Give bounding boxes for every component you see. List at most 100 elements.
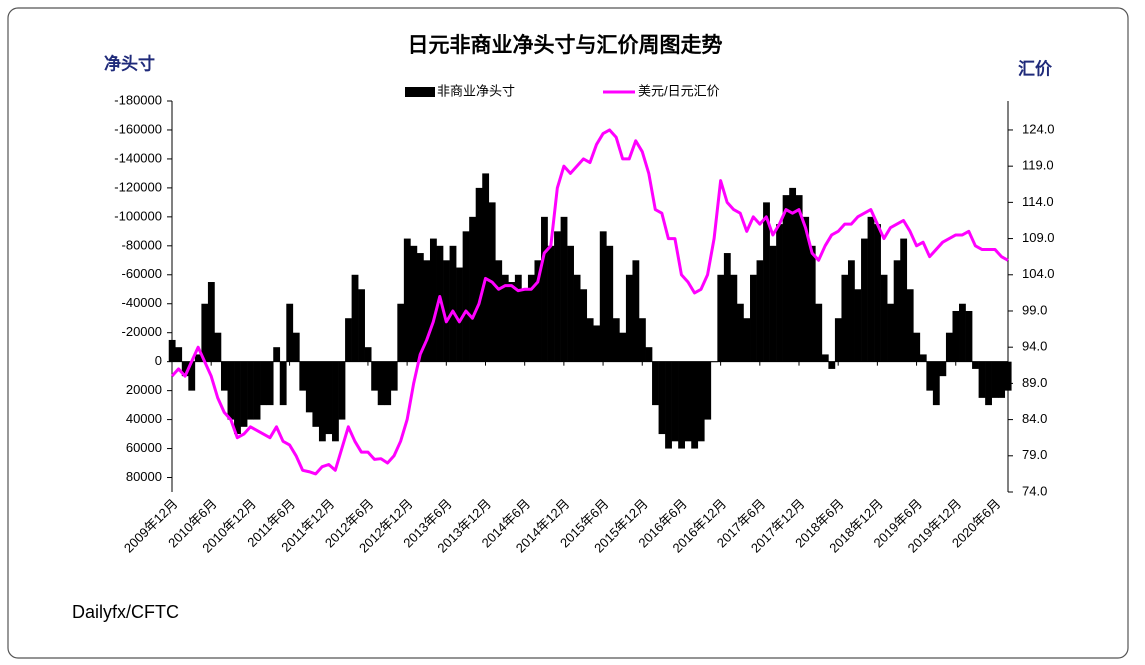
bar [194, 354, 202, 362]
bar [1004, 361, 1012, 391]
bar [560, 216, 568, 362]
y-tick-label: 20000 [126, 382, 162, 397]
bar [854, 289, 862, 362]
bar [991, 361, 999, 398]
bar [750, 274, 757, 362]
bar [312, 361, 320, 427]
bar [730, 274, 738, 362]
bar [671, 361, 679, 442]
bar [273, 347, 281, 362]
bar [541, 216, 548, 362]
bar [318, 361, 326, 442]
bar [397, 303, 405, 362]
bar [776, 224, 783, 362]
legend-label: 非商业净头寸 [437, 83, 515, 98]
bar [279, 361, 287, 406]
bar [567, 245, 574, 362]
bar [462, 231, 470, 362]
bar [717, 274, 725, 362]
y-tick-label: -100000 [114, 208, 162, 223]
bar [861, 238, 868, 362]
bar [573, 274, 581, 362]
y2-tick-label: 124.0 [1022, 121, 1055, 136]
bar [704, 361, 712, 420]
bar [926, 361, 934, 391]
y-tick-label: -120000 [114, 179, 162, 194]
y-tick-label: 60000 [126, 440, 162, 455]
bar [880, 274, 888, 362]
bar [736, 303, 744, 362]
y-tick-label: 0 [155, 353, 162, 368]
y-tick-label: -80000 [122, 237, 162, 252]
bar [475, 187, 483, 362]
bar [240, 361, 248, 427]
y2-tick-label: 119.0 [1022, 158, 1054, 173]
bar [554, 231, 561, 362]
bar [645, 347, 653, 362]
bar [292, 332, 300, 362]
y2-tick-label: 109.0 [1022, 230, 1055, 245]
bar [416, 253, 424, 362]
bar [834, 318, 842, 362]
bar [299, 361, 307, 391]
bar [965, 310, 973, 362]
legend-swatch [405, 87, 435, 97]
bar [985, 361, 992, 406]
bar [305, 361, 313, 413]
bar [789, 187, 797, 362]
bar [188, 361, 196, 391]
bar [227, 361, 235, 420]
bar [253, 361, 261, 420]
bar [214, 332, 222, 362]
bar [612, 318, 620, 362]
bar [847, 260, 855, 362]
bar [286, 303, 294, 362]
bar [534, 260, 542, 362]
bar [945, 332, 953, 362]
bar [887, 303, 895, 362]
bar [377, 361, 385, 406]
bar [403, 238, 411, 362]
y2-tick-label: 94.0 [1022, 339, 1047, 354]
bar [913, 332, 921, 362]
bar [665, 361, 672, 449]
bar [175, 347, 183, 362]
bar [652, 361, 659, 406]
bar [443, 260, 450, 362]
bar [658, 361, 666, 435]
bar [919, 354, 927, 362]
bar [423, 260, 431, 362]
legend-label: 美元/日元汇价 [638, 83, 720, 98]
bar [469, 216, 477, 362]
bar [168, 339, 176, 362]
bar [959, 303, 966, 362]
bar [867, 216, 875, 362]
bar [821, 354, 829, 362]
y-tick-label: -60000 [122, 266, 162, 281]
bar [495, 260, 503, 362]
y-tick-label: 80000 [126, 469, 162, 484]
bar [266, 361, 274, 406]
y-tick-label: -40000 [122, 295, 162, 310]
bar [449, 245, 457, 362]
y-tick-label: -20000 [122, 324, 162, 339]
bar [678, 361, 686, 449]
bar [697, 361, 705, 442]
bar [332, 361, 339, 442]
bar [900, 238, 908, 362]
y2-tick-label: 84.0 [1022, 411, 1047, 426]
bar [841, 274, 849, 362]
bar [632, 260, 640, 362]
y-tick-label: -180000 [114, 92, 162, 107]
bar [456, 267, 463, 362]
bar [684, 361, 692, 442]
bar [390, 361, 398, 391]
bar [756, 260, 764, 362]
bar [815, 303, 823, 362]
bar [906, 289, 914, 362]
bar [625, 274, 633, 362]
bar [808, 245, 816, 362]
bar [547, 245, 555, 362]
bar [358, 289, 365, 362]
bar [234, 361, 241, 435]
